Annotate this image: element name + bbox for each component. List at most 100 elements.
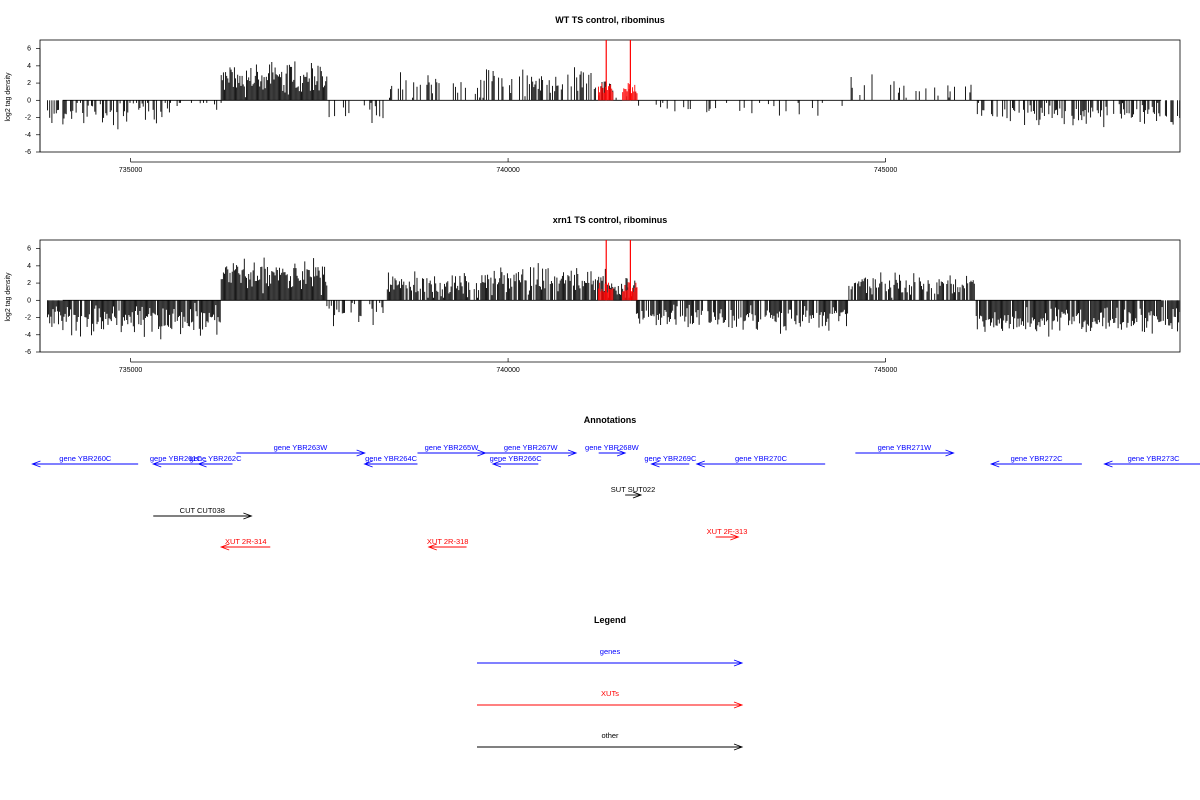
y-tick-label: 6	[27, 46, 31, 53]
feature-arrow-head	[363, 460, 373, 468]
feature-arrow-head	[1103, 460, 1113, 468]
feature-label: gene YBR273C	[1128, 454, 1181, 463]
feature-arrow-head	[151, 460, 162, 468]
feature-arrow-head	[243, 512, 253, 520]
legend-arrow-head	[733, 659, 744, 667]
feature-label: XUT 2R-314	[225, 537, 267, 546]
legend-title: Legend	[594, 615, 626, 625]
x-tick-label: 735000	[119, 367, 142, 374]
plot-frame-xrn1	[39, 239, 1181, 353]
x-axis-xrn1: 735000 740000 745000	[119, 358, 897, 374]
feature-arrow-head	[945, 449, 955, 457]
feature-arrow-head	[695, 460, 705, 468]
y-tick-label: -2	[25, 315, 31, 322]
legend-item: other	[477, 731, 744, 751]
feature-label: gene YBR272C	[1011, 454, 1064, 463]
feature-label: SUT SUT022	[611, 485, 655, 494]
density-bars-xrn1	[47, 240, 1181, 340]
feature-other: CUT CUT038	[153, 506, 253, 520]
y-axis-xrn1: 6 4 2 0 -2 -4 -6	[25, 246, 41, 356]
feature-gene: gene YBR273C	[1103, 454, 1200, 468]
y-tick-label: 6	[27, 246, 31, 253]
feature-label: gene YBR264C	[365, 454, 418, 463]
y-tick-label: 2	[27, 80, 31, 87]
feature-arrow-head	[616, 449, 627, 457]
feature-xut: XUT 2R-314	[219, 537, 271, 551]
y-axis-label-wt: log2 tag density	[5, 72, 12, 122]
feature-arrow-head	[650, 460, 660, 468]
feature-label: gene YBR260C	[59, 454, 112, 463]
feature-gene: gene YBR272C	[989, 454, 1082, 468]
feature-arrow-head	[491, 460, 502, 468]
feature-arrow-head	[31, 460, 41, 468]
feature-gene: gene YBR263W	[236, 443, 366, 457]
y-tick-label: -2	[25, 115, 31, 122]
feature-label: gene YBR265W	[425, 443, 480, 452]
x-tick-label: 735000	[119, 167, 142, 174]
y-tick-label: 0	[27, 97, 31, 104]
feature-gene: gene YBR270C	[695, 454, 826, 468]
feature-gene: gene YBR261C	[150, 454, 203, 468]
y-tick-label: -6	[25, 349, 31, 356]
feature-label: gene YBR261C	[150, 454, 203, 463]
y-axis-label-xrn1: log2 tag density	[5, 272, 12, 322]
plot-frame-wt	[39, 39, 1181, 153]
feature-arrow-head	[427, 543, 437, 551]
legend-label: XUTs	[601, 689, 619, 698]
y-tick-label: -4	[25, 132, 31, 139]
feature-gene: gene YBR269C	[644, 454, 697, 468]
y-tick-label: 0	[27, 297, 31, 304]
x-tick-label: 740000	[496, 367, 519, 374]
feature-gene: gene YBR266C	[490, 454, 543, 468]
legend: Legend genes XUTs other	[477, 615, 744, 751]
feature-label: gene YBR262C	[190, 454, 243, 463]
panel-title-wt: WT TS control, ribominus	[555, 15, 665, 25]
legend-item: genes	[477, 647, 744, 667]
x-axis-wt: 735000 740000 745000	[119, 158, 897, 174]
feature-label: gene YBR268W	[585, 443, 640, 452]
y-tick-label: 2	[27, 280, 31, 287]
feature-arrow-head	[632, 491, 643, 499]
feature-gene: gene YBR265W	[417, 443, 487, 457]
feature-xut: XUT 2F-313	[707, 527, 748, 541]
feature-label: XUT 2F-313	[707, 527, 748, 536]
feature-gene: gene YBR267W	[485, 443, 578, 457]
feature-arrow-head	[989, 460, 1000, 468]
feature-arrow-head	[197, 460, 207, 468]
legend-item: XUTs	[477, 689, 744, 709]
feature-gene: gene YBR264C	[363, 454, 418, 468]
y-tick-label: -4	[25, 332, 31, 339]
feature-label: gene YBR266C	[490, 454, 543, 463]
feature-other: SUT SUT022	[611, 485, 655, 499]
feature-label: XUT 2R-318	[427, 537, 469, 546]
y-tick-label: 4	[27, 263, 31, 270]
legend-label: genes	[600, 647, 621, 656]
legend-items: genes XUTs other	[477, 647, 744, 751]
legend-arrow-head	[733, 743, 744, 751]
x-tick-label: 745000	[874, 167, 897, 174]
legend-arrow-head	[733, 701, 744, 709]
density-bars-wt	[47, 40, 1181, 130]
feature-arrow-head	[730, 533, 740, 541]
feature-arrow-head	[356, 449, 366, 457]
feature-label: gene YBR263W	[274, 443, 329, 452]
feature-label: gene YBR269C	[644, 454, 697, 463]
y-axis-wt: 6 4 2 0 -2 -4 -6	[25, 46, 41, 156]
feature-label: gene YBR270C	[735, 454, 788, 463]
feature-xut: XUT 2R-318	[427, 537, 469, 551]
feature-gene: gene YBR271W	[855, 443, 955, 457]
x-tick-label: 740000	[496, 167, 519, 174]
annotations-panel: Annotations gene YBR260C gene YBR261Cgene…	[31, 415, 1200, 551]
x-tick-label: 745000	[874, 367, 897, 374]
feature-gene: gene YBR268W	[585, 443, 640, 457]
feature-label: CUT CUT038	[180, 506, 225, 515]
feature-label: gene YBR271W	[878, 443, 933, 452]
annotations-title: Annotations	[584, 415, 637, 425]
y-tick-label: -6	[25, 149, 31, 156]
panel-wt: WT TS control, ribominus log2 tag densit…	[5, 15, 1181, 174]
panel-title-xrn1: xrn1 TS control, ribominus	[553, 215, 668, 225]
feature-arrow-head	[567, 449, 578, 457]
feature-label: gene YBR267W	[504, 443, 559, 452]
